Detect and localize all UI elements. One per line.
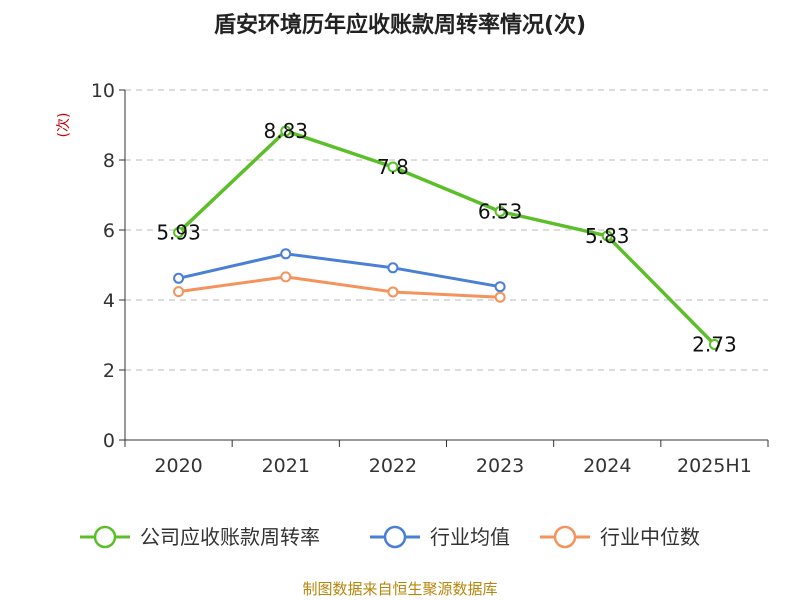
legend-swatch-marker: [93, 525, 117, 549]
y-tick-label: 8: [103, 150, 115, 172]
data-label: 7.8: [377, 155, 409, 179]
y-tick-label: 2: [103, 360, 115, 382]
legend-label: 行业均值: [430, 525, 510, 549]
x-tick-label: 2020: [154, 455, 202, 477]
data-labels: 5.93 8.83 7.8 6.53 5.83 2.73: [156, 119, 736, 357]
x-tick-label: 2022: [369, 455, 417, 477]
data-point: [387, 286, 399, 298]
data-point: [173, 286, 185, 298]
source-note: 制图数据来自恒生聚源数据库: [302, 580, 497, 598]
data-label: 2.73: [692, 332, 737, 356]
legend-swatch-marker: [553, 525, 577, 549]
data-label: 6.53: [478, 199, 523, 223]
data-label: 8.83: [263, 119, 308, 143]
axes: 0 2 4 6 8 10 2020 2021 2022 2023 2024 2025H1: [91, 80, 769, 477]
legend-item: 行业中位数: [540, 525, 700, 549]
x-tick-label: 2021: [262, 455, 310, 477]
y-tick-label: 0: [103, 430, 115, 452]
y-tick-label: 6: [103, 220, 115, 242]
gridlines: [125, 89, 768, 371]
data-point: [280, 125, 292, 137]
legend-label: 公司应收账款周转率: [140, 525, 320, 549]
series-line: [177, 252, 502, 289]
data-point: [280, 271, 292, 283]
legend-item: 公司应收账款周转率: [80, 525, 320, 549]
data-point: [173, 272, 185, 284]
data-point: [494, 291, 506, 303]
y-axis-label: (次): [56, 113, 72, 138]
data-point: [601, 230, 613, 242]
legend: 公司应收账款周转率 行业均值 行业中位数: [80, 525, 700, 549]
y-tick-label: 4: [103, 290, 115, 312]
series-line: [177, 275, 502, 299]
x-tick-label: 2024: [583, 455, 631, 477]
data-point: [708, 338, 720, 350]
data-label: 5.83: [585, 224, 630, 248]
data-point: [173, 226, 185, 238]
series-group: [173, 125, 720, 350]
data-point: [280, 248, 292, 260]
data-label: 5.93: [156, 220, 201, 244]
data-point: [387, 161, 399, 173]
chart-title: 盾安环境历年应收账款周转率情况(次): [214, 12, 586, 38]
data-point: [387, 262, 399, 274]
y-tick-label: 10: [91, 80, 115, 102]
data-point: [494, 205, 506, 217]
data-point: [494, 281, 506, 293]
legend-item: 行业均值: [370, 525, 510, 549]
legend-swatch-marker: [383, 525, 407, 549]
legend-label: 行业中位数: [600, 525, 700, 549]
x-tick-label: 2025H1: [677, 455, 752, 477]
x-tick-label: 2023: [476, 455, 524, 477]
series-line: [176, 129, 717, 347]
